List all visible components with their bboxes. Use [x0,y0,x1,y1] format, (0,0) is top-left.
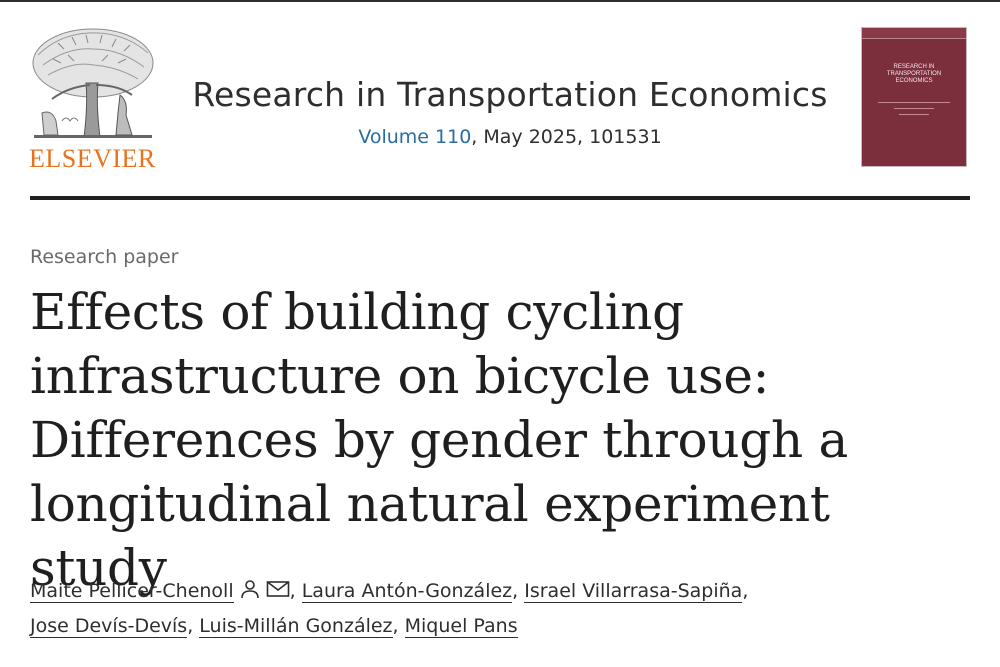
author-separator: , [289,580,296,602]
journal-cover-image[interactable]: RESEARCH IN TRANSPORTATION ECONOMICS [861,27,967,167]
author-separator: , [187,615,194,637]
header-divider [30,196,970,200]
article-type: Research paper [30,246,179,268]
cover-header-strip [862,28,966,39]
article-title: Effects of building cycling infrastructu… [30,280,970,600]
title-line: infrastructure on bicycle use: [30,347,770,405]
publisher-name: ELSEVIER [29,144,156,173]
top-border [0,0,1000,2]
author-separator: , [392,615,399,637]
envelope-icon[interactable] [266,579,290,599]
issue-details: , May 2025, 101531 [471,126,662,148]
author-link[interactable]: Luis-Millán González [199,615,393,638]
author-link[interactable]: Israel Villarrasa-Sapiña [524,580,743,603]
title-line: Effects of building cycling [30,283,684,341]
author-separator: , [742,580,749,602]
author-list: Maite Pellicer-Chenoll, Laura Antón-Gonz… [30,574,970,644]
title-line: Differences by gender through a [30,411,848,469]
person-icon[interactable] [240,579,260,599]
author-link[interactable]: Maite Pellicer-Chenoll [30,580,234,603]
author-separator: , [512,580,519,602]
title-line: longitudinal natural experiment study [30,475,830,597]
elsevier-tree-icon [32,28,154,138]
cover-rule [899,114,929,115]
cover-rule [894,108,934,109]
publisher-logo[interactable]: ELSEVIER [28,25,160,173]
author-link[interactable]: Jose Devís-Devís [30,615,188,638]
author-link[interactable]: Miquel Pans [404,615,518,638]
author-link[interactable]: Laura Antón-González [301,580,513,603]
journal-title[interactable]: Research in Transportation Economics [192,75,828,114]
cover-rule [878,102,950,103]
journal-issue-info: Volume 110, May 2025, 101531 [160,125,860,149]
volume-link[interactable]: Volume 110 [358,126,472,148]
journal-header: Research in Transportation Economics Vol… [160,75,860,149]
cover-title: RESEARCH IN TRANSPORTATION ECONOMICS [886,64,942,84]
